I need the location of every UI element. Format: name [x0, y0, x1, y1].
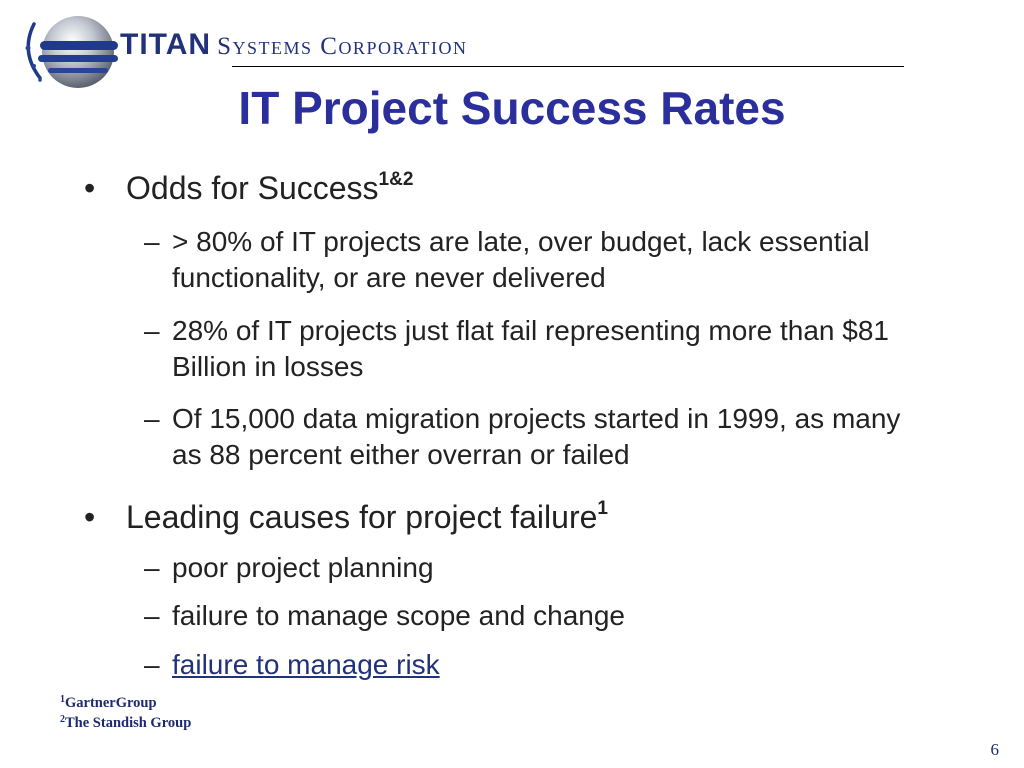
footnote-2: 2The Standish Group [60, 713, 191, 733]
bullet-text: Leading causes for project failure1 [126, 497, 608, 537]
risk-link[interactable]: failure to manage risk [172, 649, 440, 680]
en-dash: – [144, 552, 160, 583]
footnotes: 1GartnerGroup 2The Standish Group [60, 693, 191, 733]
en-dash: – [144, 649, 160, 680]
sub-bullet-text: > 80% of IT projects are late, over budg… [172, 226, 870, 293]
titan-globe-logo-icon [25, 16, 118, 88]
sub-bullet-text: poor project planning [172, 552, 434, 583]
en-dash: – [144, 315, 160, 346]
en-dash: – [144, 600, 160, 631]
footnote-number: 1 [60, 694, 65, 705]
bullet-dot: • [84, 170, 96, 206]
bullet-dot: • [84, 499, 96, 535]
sub-bullet: – > 80% of IT projects are late, over bu… [144, 224, 924, 296]
bullet-label: Leading causes for project failure [126, 499, 598, 535]
sub-bullet: – 28% of IT projects just flat fail repr… [144, 313, 924, 385]
slide-title: IT Project Success Rates [238, 82, 786, 134]
brand-titan: TITAN [120, 28, 212, 61]
footnote-number: 2 [60, 714, 65, 725]
footnote-text: GartnerGroup [65, 695, 157, 711]
bullet-footnote-ref: 1 [597, 498, 608, 519]
bullet-label: Odds for Success [126, 170, 379, 206]
sub-bullet: – poor project planning [144, 550, 924, 586]
company-wordmark: TITAN Systems Corporation [120, 28, 467, 68]
sub-bullet-text: 28% of IT projects just flat fail repres… [172, 315, 889, 382]
en-dash: – [144, 226, 160, 257]
en-dash: – [144, 403, 160, 434]
footnote-1: 1GartnerGroup [60, 693, 191, 713]
bullet-text: Odds for Success1&2 [126, 168, 413, 208]
page-number: 6 [990, 740, 1000, 759]
sub-bullet-text: failure to manage scope and change [172, 600, 625, 631]
sub-bullet-text: Of 15,000 data migration projects starte… [172, 403, 901, 470]
brand-systems-corporation: Systems Corporation [217, 33, 468, 60]
sub-bullet: – failure to manage scope and change [144, 598, 924, 634]
sub-bullet: – Of 15,000 data migration projects star… [144, 401, 924, 473]
header-divider [232, 66, 904, 67]
sub-bullet: – failure to manage risk [144, 647, 924, 683]
footnote-text: The Standish Group [65, 715, 192, 731]
bullet-footnote-ref: 1&2 [378, 169, 414, 190]
